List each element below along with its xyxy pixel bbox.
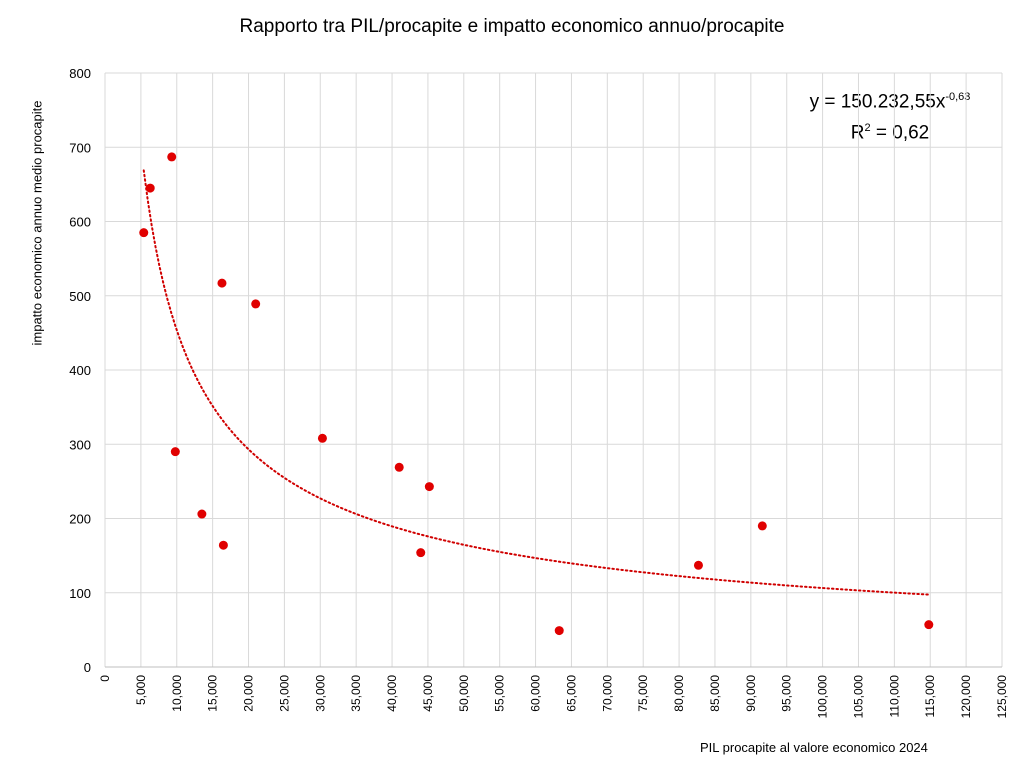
y-tick-label: 700 bbox=[69, 140, 91, 155]
y-tick-label: 400 bbox=[69, 363, 91, 378]
equation-exponent: -0,63 bbox=[945, 91, 971, 103]
data-point bbox=[251, 299, 261, 309]
data-point bbox=[218, 540, 228, 550]
data-point bbox=[554, 626, 564, 636]
x-tick-label: 30,000 bbox=[313, 675, 327, 712]
y-tick-label: 500 bbox=[69, 289, 91, 304]
x-tick-label: 65,000 bbox=[564, 675, 578, 712]
data-point bbox=[317, 433, 327, 443]
x-tick-label: 115,000 bbox=[923, 675, 937, 718]
x-tick-label: 125,000 bbox=[995, 675, 1009, 719]
x-tick-label: 15,000 bbox=[206, 675, 220, 712]
y-tick-label: 0 bbox=[84, 660, 91, 675]
y-tick-label: 600 bbox=[69, 215, 91, 230]
x-tick-label: 90,000 bbox=[744, 675, 758, 712]
data-point bbox=[416, 548, 426, 558]
data-point bbox=[139, 228, 149, 238]
x-tick-label: 45,000 bbox=[421, 675, 435, 712]
x-tick-label: 35,000 bbox=[349, 675, 363, 712]
data-point bbox=[167, 152, 177, 162]
x-tick-label: 75,000 bbox=[636, 675, 650, 712]
x-tick-label: 60,000 bbox=[529, 675, 543, 712]
chart-title: Rapporto tra PIL/procapite e impatto eco… bbox=[239, 16, 785, 37]
x-tick-label: 55,000 bbox=[493, 675, 507, 712]
data-point bbox=[145, 183, 155, 193]
data-point bbox=[394, 462, 404, 472]
trendline bbox=[142, 169, 930, 596]
x-tick-label: 20,000 bbox=[242, 675, 256, 712]
data-point bbox=[757, 521, 767, 531]
x-tick-label: 105,000 bbox=[851, 675, 865, 719]
y-tick-label: 100 bbox=[69, 586, 91, 601]
x-tick-label: 120,000 bbox=[959, 675, 973, 719]
r2-exponent: 2 bbox=[864, 122, 871, 135]
x-axis-label: PIL procapite al valore economico 2024 bbox=[700, 740, 928, 755]
r2-value: = 0,62 bbox=[870, 122, 930, 144]
y-tick-label: 800 bbox=[69, 66, 91, 81]
x-tick-label: 5,000 bbox=[134, 675, 148, 705]
y-tick-label: 200 bbox=[69, 512, 91, 527]
y-tick-label: 300 bbox=[69, 437, 91, 452]
x-tick-label: 80,000 bbox=[672, 675, 686, 712]
x-tick-label: 100,000 bbox=[816, 675, 830, 719]
x-tick-label: 110,000 bbox=[887, 675, 901, 718]
trendline-r2: R2 = 0,62 bbox=[760, 115, 1020, 146]
data-point bbox=[217, 278, 227, 288]
data-point bbox=[170, 447, 180, 457]
data-point bbox=[197, 509, 207, 519]
equation-base: y = 150.232,55x bbox=[809, 91, 946, 113]
x-tick-label: 50,000 bbox=[457, 675, 471, 712]
r2-label: R bbox=[850, 122, 865, 144]
trendline-equation-box: y = 150.232,55x-0,63 R2 = 0,62 bbox=[760, 84, 1020, 147]
data-point bbox=[924, 620, 934, 630]
data-point bbox=[424, 482, 434, 492]
x-tick-label: 0 bbox=[98, 675, 112, 682]
x-tick-label: 85,000 bbox=[708, 675, 722, 712]
x-tick-label: 10,000 bbox=[170, 675, 184, 712]
data-point bbox=[693, 560, 703, 570]
x-tick-label: 40,000 bbox=[385, 675, 399, 712]
x-tick-label: 25,000 bbox=[277, 675, 291, 712]
x-tick-label: 70,000 bbox=[600, 675, 614, 712]
x-tick-label: 95,000 bbox=[780, 675, 794, 712]
trendline-equation: y = 150.232,55x-0,63 bbox=[760, 84, 1020, 115]
